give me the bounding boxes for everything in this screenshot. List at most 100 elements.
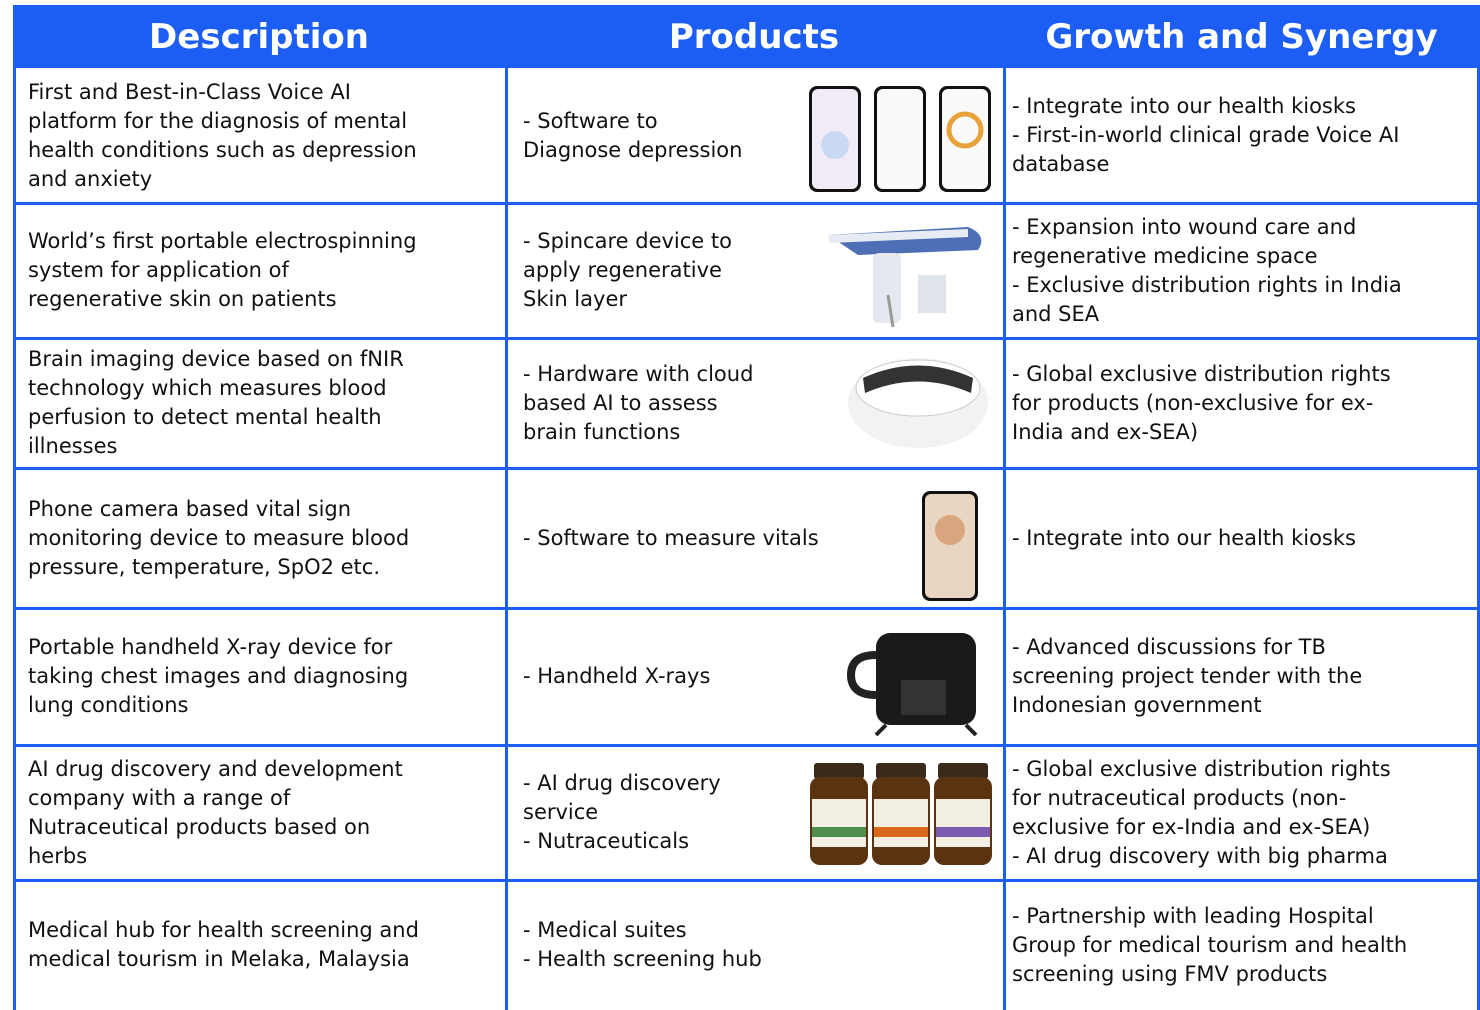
- product-image: [922, 491, 978, 601]
- cell-line: illnesses: [28, 434, 118, 458]
- cell-line: medical tourism in Melaka, Malaysia: [28, 947, 410, 971]
- cell-line: - AI drug discovery with big pharma: [1012, 843, 1388, 868]
- cell-line: monitoring device to measure blood: [28, 525, 410, 550]
- column-border: [505, 68, 508, 1010]
- description-cell: Brain imaging device based on fNIR techno…: [13, 338, 500, 468]
- cell-line: taking chest images and diagnosing: [28, 664, 409, 688]
- product-image: [810, 763, 992, 865]
- description-cell: Phone camera based vital sign monitoring …: [13, 468, 500, 608]
- cell-line: - Global exclusive distribution rights: [1012, 361, 1391, 386]
- products-cell: - Spincare device to apply regenerative Sk…: [508, 203, 1001, 338]
- cell-line: company with a range of: [28, 785, 291, 810]
- cell-line: - Advanced discussions for TB: [1012, 635, 1326, 659]
- cell-line: Medical hub for health screening and: [28, 918, 419, 942]
- cell-line: First and Best-in-Class Voice AI: [28, 79, 351, 104]
- description-cell: Medical hub for health screening and medi…: [13, 880, 500, 1010]
- cell-line: platform for the diagnosis of mental: [28, 108, 408, 133]
- cell-line: database: [1012, 152, 1110, 176]
- products-cell: - Handheld X-rays: [508, 608, 1001, 745]
- growth-cell: - Expansion into wound care and regenerat…: [1006, 203, 1478, 338]
- products-cell: - Software to Diagnose depression: [508, 68, 1001, 203]
- cell-line: for nutraceutical products (non-: [1012, 785, 1347, 810]
- cell-line: - Expansion into wound care and: [1012, 214, 1357, 239]
- cell-line: brain functions: [523, 419, 681, 444]
- column-border: [13, 68, 16, 1010]
- cell-line: - Handheld X-rays: [523, 664, 711, 688]
- description-cell: World’s first portable electrospinning sy…: [13, 203, 500, 338]
- cell-line: Indonesian government: [1012, 693, 1262, 717]
- cell-line: - Medical suites: [523, 918, 687, 942]
- cell-line: health conditions such as depression: [28, 137, 417, 162]
- row-border: [13, 467, 1480, 470]
- description-cell: Portable handheld X-ray device for taking…: [13, 608, 500, 745]
- cell-line: regenerative skin on patients: [28, 287, 337, 311]
- column-header: Description: [13, 5, 505, 68]
- cell-line: India and ex-SEA): [1012, 419, 1199, 444]
- cell-line: regenerative medicine space: [1012, 243, 1318, 268]
- cell-line: system for application of: [28, 258, 289, 282]
- row-border: [13, 744, 1480, 747]
- cell-line: exclusive for ex-India and ex-SEA): [1012, 814, 1371, 839]
- cell-line: Phone camera based vital sign: [28, 496, 352, 521]
- cell-line: - Integrate into our health kiosks: [1012, 525, 1356, 550]
- cell-line: Diagnose depression: [523, 137, 743, 162]
- cell-line: - Health screening hub: [523, 947, 762, 971]
- column-header: Growth and Synergy: [1003, 5, 1480, 68]
- cell-line: Group for medical tourism and health: [1012, 932, 1408, 957]
- product-image: [846, 633, 978, 737]
- column-border: [1003, 68, 1006, 1010]
- product-image: [828, 227, 982, 328]
- row-border: [13, 202, 1480, 205]
- cell-line: herbs: [28, 843, 88, 868]
- cell-line: - Spincare device to: [523, 229, 732, 253]
- cell-line: - AI drug discovery: [523, 771, 721, 795]
- cell-line: and anxiety: [28, 166, 153, 191]
- row-border: [13, 337, 1480, 340]
- cell-line: - Partnership with leading Hospital: [1012, 903, 1374, 928]
- description-cell: First and Best-in-Class Voice AI platform…: [13, 68, 500, 203]
- growth-cell: - Global exclusive distribution rights fo…: [1006, 338, 1478, 468]
- table: Description Products Growth and Synergy Fir…: [13, 5, 1480, 1010]
- products-cell: - Hardware with cloud based AI to assess b…: [508, 338, 1001, 468]
- cell-line: - Software to measure vitals: [523, 525, 819, 550]
- cell-line: - Global exclusive distribution rights: [1012, 756, 1391, 781]
- cell-line: World’s first portable electrospinning: [28, 229, 417, 253]
- growth-cell: - Partnership with leading Hospital Group…: [1006, 880, 1478, 1010]
- cell-line: - Hardware with cloud: [523, 361, 754, 386]
- cell-line: - Nutraceuticals: [523, 829, 690, 853]
- cell-line: screening project tender with the: [1012, 664, 1363, 688]
- row-border: [13, 879, 1480, 882]
- cell-line: pressure, temperature, SpO2 etc.: [28, 554, 381, 579]
- cell-line: for products (non-exclusive for ex-: [1012, 390, 1374, 415]
- cell-line: lung conditions: [28, 693, 189, 717]
- product-image: [848, 358, 988, 448]
- cell-line: Skin layer: [523, 287, 627, 311]
- cell-line: apply regenerative: [523, 258, 722, 282]
- cell-line: technology which measures blood: [28, 376, 387, 400]
- growth-cell: - Integrate into our health kiosks: [1006, 468, 1478, 608]
- growth-cell: - Advanced discussions for TB screening p…: [1006, 608, 1478, 745]
- growth-cell: - Global exclusive distribution rights fo…: [1006, 745, 1478, 880]
- product-image: [809, 86, 991, 192]
- column-header: Products: [505, 5, 1003, 68]
- cell-line: Brain imaging device based on fNIR: [28, 347, 404, 371]
- growth-cell: - Integrate into our health kiosks - Firs…: [1006, 68, 1478, 203]
- cell-line: - Integrate into our health kiosks: [1012, 94, 1356, 118]
- products-cell: - AI drug discovery service - Nutraceutica…: [508, 745, 1001, 880]
- products-cell: - Medical suites - Health screening hub: [508, 880, 1001, 1010]
- row-border: [13, 607, 1480, 610]
- cell-line: - First-in-world clinical grade Voice AI: [1012, 123, 1400, 147]
- cell-line: Portable handheld X-ray device for: [28, 635, 393, 659]
- cell-line: AI drug discovery and development: [28, 756, 403, 781]
- products-cell: - Software to measure vitals: [508, 468, 1001, 608]
- cell-line: - Exclusive distribution rights in India: [1012, 272, 1402, 297]
- column-border: [1477, 68, 1480, 1010]
- cell-line: perfusion to detect mental health: [28, 405, 382, 429]
- cell-line: Nutraceutical products based on: [28, 814, 371, 839]
- cell-line: - Software to: [523, 108, 658, 133]
- cell-line: and SEA: [1012, 301, 1100, 326]
- description-cell: AI drug discovery and development company…: [13, 745, 500, 880]
- cell-line: screening using FMV products: [1012, 961, 1328, 986]
- cell-line: service: [523, 800, 599, 824]
